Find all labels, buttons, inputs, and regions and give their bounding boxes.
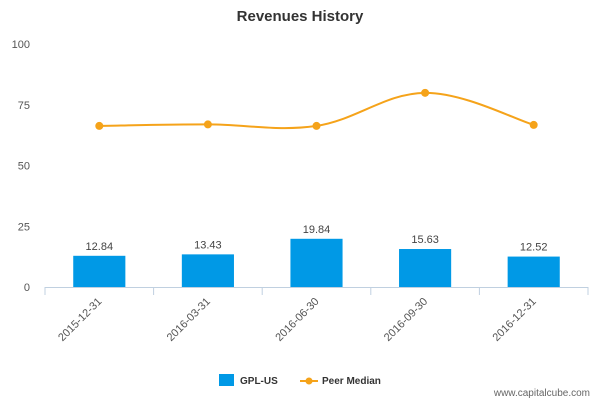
x-tick-label: 2016-09-30 — [382, 296, 430, 344]
y-tick-label: 25 — [18, 221, 30, 233]
legend-label-peer-median[interactable]: Peer Median — [322, 376, 381, 387]
bar-data-labels: 12.84 13.43 19.84 15.63 12.52 — [86, 224, 548, 254]
peer-median-point[interactable] — [203, 120, 212, 129]
bar-series-gpl-us — [73, 238, 560, 287]
bar-gpl-us[interactable] — [507, 256, 560, 287]
peer-median-point[interactable] — [95, 121, 104, 130]
x-tick-label: 2016-06-30 — [273, 296, 321, 344]
bar-gpl-us[interactable] — [399, 249, 452, 287]
y-axis: 0 25 50 75 100 — [12, 39, 30, 294]
bar-gpl-us[interactable] — [290, 238, 343, 287]
legend-swatch-gpl-us — [219, 374, 234, 386]
y-tick-label: 100 — [12, 39, 30, 51]
peer-median-point[interactable] — [421, 88, 430, 97]
bar-data-label: 12.84 — [86, 241, 114, 253]
y-tick-label: 50 — [18, 161, 30, 173]
x-tick-label: 2015-12-31 — [56, 296, 104, 344]
bar-data-label: 15.63 — [411, 234, 439, 246]
peer-median-point[interactable] — [529, 120, 538, 129]
bar-data-label: 12.52 — [520, 242, 548, 254]
chart-title: Revenues History — [237, 8, 364, 25]
credit-text: www.capitalcube.com — [493, 388, 590, 399]
legend-marker-peer-median — [305, 377, 313, 385]
peer-median-point[interactable] — [312, 121, 321, 130]
bar-data-label: 13.43 — [194, 239, 222, 251]
bar-gpl-us[interactable] — [73, 255, 126, 287]
bar-gpl-us[interactable] — [181, 254, 234, 287]
line-series-peer-median — [95, 88, 538, 130]
bar-data-label: 19.84 — [303, 224, 331, 236]
y-tick-label: 75 — [18, 100, 30, 112]
x-axis: 2015-12-31 2016-03-31 2016-06-30 2016-09-30… — [44, 287, 589, 344]
x-tick-label: 2016-03-31 — [165, 296, 213, 344]
y-tick-label: 0 — [24, 282, 30, 294]
legend-label-gpl-us[interactable]: GPL-US — [240, 376, 278, 387]
legend: GPL-US Peer Median — [219, 374, 381, 387]
x-tick-label: 2016-12-31 — [491, 296, 539, 344]
